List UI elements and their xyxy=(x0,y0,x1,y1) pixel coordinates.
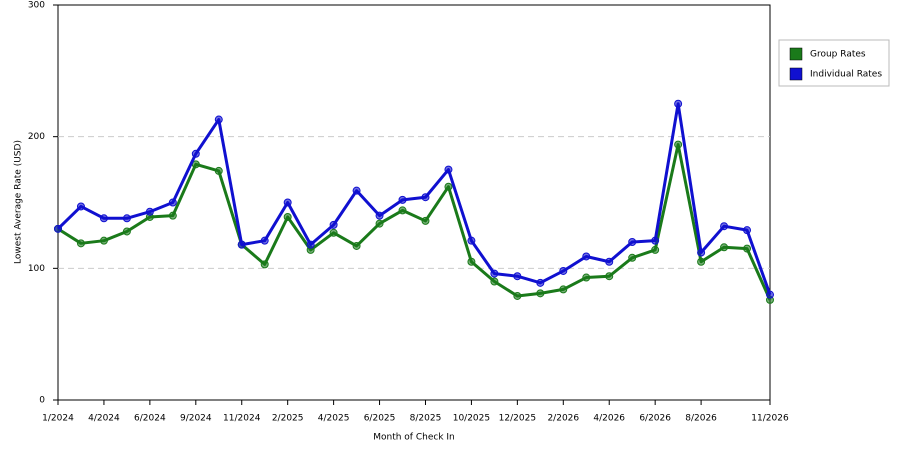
data-point xyxy=(697,248,706,257)
data-point xyxy=(720,222,729,231)
data-point xyxy=(628,238,637,246)
data-point xyxy=(490,277,499,286)
x-tick-label: 4/2025 xyxy=(318,414,350,424)
data-point xyxy=(398,206,407,215)
data-point xyxy=(513,291,522,300)
data-point xyxy=(122,227,131,236)
data-point xyxy=(237,240,246,249)
y-tick-label: 100 xyxy=(28,264,45,274)
data-point xyxy=(421,216,430,225)
data-point xyxy=(490,269,499,278)
data-point xyxy=(444,182,453,191)
data-point xyxy=(54,224,62,233)
data-point xyxy=(375,219,384,228)
data-point xyxy=(674,140,683,149)
data-point xyxy=(168,198,177,207)
x-tick-label: 2/2025 xyxy=(272,414,304,424)
x-tick-label: 8/2026 xyxy=(685,414,717,424)
data-point xyxy=(766,290,774,299)
x-tick-label: 6/2025 xyxy=(364,414,396,424)
series-line xyxy=(56,102,772,296)
y-tick-label: 0 xyxy=(39,396,45,406)
x-tick-label: 12/2025 xyxy=(499,414,536,424)
legend-label: Individual Rates xyxy=(810,70,882,80)
data-point xyxy=(467,236,476,245)
data-point xyxy=(582,252,591,261)
data-point xyxy=(559,285,568,294)
data-point xyxy=(168,211,177,220)
x-tick-label: 9/2024 xyxy=(180,414,212,424)
data-point xyxy=(99,214,108,223)
data-point xyxy=(743,226,752,235)
data-point xyxy=(743,244,752,253)
series-line xyxy=(57,143,772,301)
data-point xyxy=(444,165,453,174)
x-axis-title: Month of Check In xyxy=(373,433,455,443)
data-point xyxy=(513,272,522,281)
data-point xyxy=(76,202,85,211)
x-tick-label: 1/2024 xyxy=(42,414,74,424)
data-point xyxy=(329,220,338,229)
data-point xyxy=(352,186,361,195)
data-point xyxy=(214,166,223,175)
plot-area xyxy=(57,4,771,401)
data-point xyxy=(398,195,407,204)
data-point xyxy=(605,257,614,266)
x-tick-label: 4/2024 xyxy=(88,414,120,424)
legend-label: Group Rates xyxy=(810,50,866,60)
data-point xyxy=(536,289,545,298)
x-tick-label: 6/2024 xyxy=(134,414,166,424)
data-point xyxy=(651,236,660,245)
data-point xyxy=(720,243,729,252)
data-point xyxy=(306,240,315,249)
data-point xyxy=(283,198,292,207)
data-point xyxy=(283,212,292,221)
data-point xyxy=(260,236,269,245)
x-tick-label: 11/2026 xyxy=(751,414,789,424)
data-point xyxy=(214,115,223,124)
data-point xyxy=(260,260,269,269)
data-point xyxy=(99,236,108,245)
data-point xyxy=(559,266,568,275)
x-tick-label: 2/2026 xyxy=(547,414,579,424)
data-point xyxy=(536,278,545,287)
data-point xyxy=(329,228,338,237)
data-point xyxy=(582,273,591,282)
y-tick-label: 200 xyxy=(28,132,45,142)
data-point xyxy=(651,245,660,254)
x-tick-label: 4/2026 xyxy=(593,414,625,424)
x-tick-label: 11/2024 xyxy=(223,414,261,424)
data-point xyxy=(467,257,476,266)
data-point xyxy=(352,241,361,250)
y-tick-label: 300 xyxy=(28,1,45,11)
x-tick-label: 8/2025 xyxy=(410,414,442,424)
data-point xyxy=(605,272,614,281)
data-point xyxy=(375,211,384,220)
x-tick-label: 6/2026 xyxy=(639,414,671,424)
legend-swatch xyxy=(789,67,803,81)
data-point xyxy=(122,214,131,223)
data-point xyxy=(191,149,200,158)
legend-swatch xyxy=(789,47,803,61)
data-point xyxy=(421,193,430,202)
data-point xyxy=(76,239,85,248)
data-point xyxy=(697,257,706,266)
x-tick-label: 10/2025 xyxy=(453,414,490,424)
data-point xyxy=(145,207,154,216)
data-point xyxy=(628,253,637,262)
data-point xyxy=(674,99,683,108)
y-axis-title: Lowest Average Rate (USD) xyxy=(14,140,24,264)
